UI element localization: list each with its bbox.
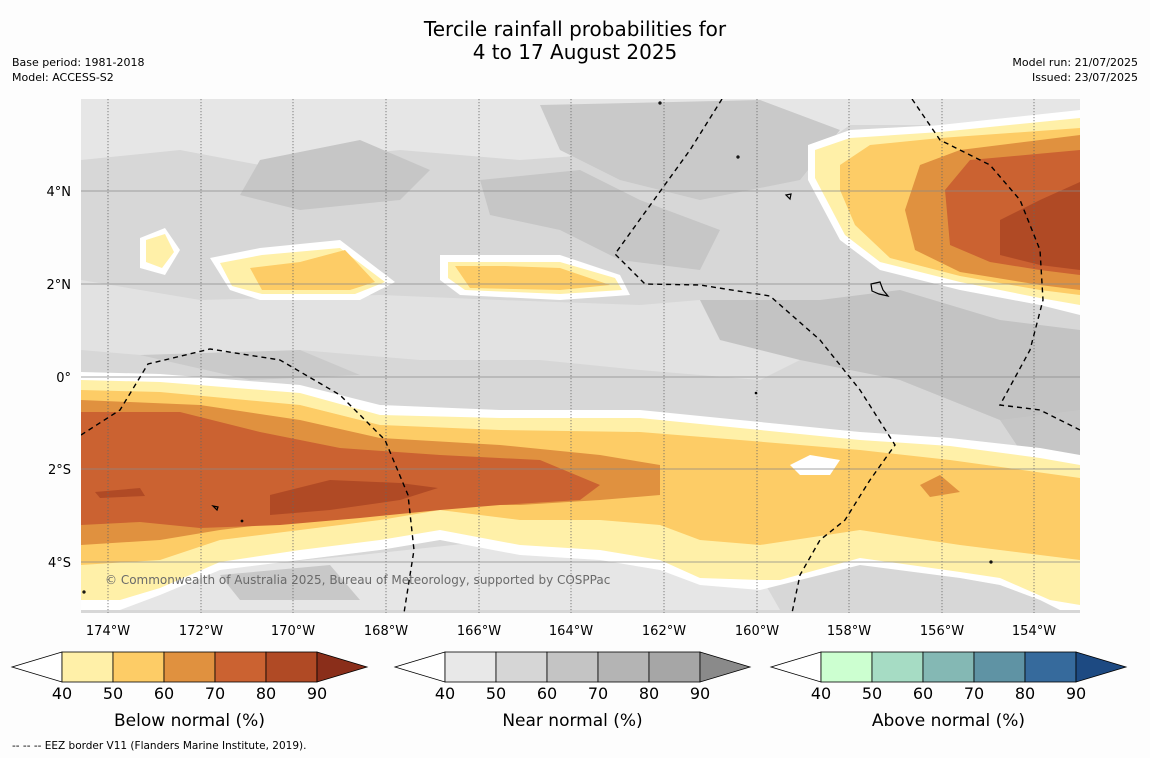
near-normal-60-c: [700, 290, 1080, 420]
below-80-south: [270, 480, 438, 515]
colorbar-cell: [265, 651, 318, 683]
colorbar-cell: [495, 651, 548, 683]
below-80-northeast: [1000, 182, 1080, 270]
colorbar-tick-label: 60: [913, 684, 933, 703]
eez-borders: [81, 99, 1080, 613]
colorbar-cell: [112, 651, 165, 683]
map-area[interactable]: [81, 99, 1080, 613]
colorbar-1: 40 50 60 70 80 90 Below normal (%): [10, 651, 369, 731]
lon-label: 168°W: [364, 624, 408, 639]
colorbar-tick-label: 70: [205, 684, 225, 703]
colorbar-cell: [61, 651, 114, 683]
colorbar-tick-label: 90: [307, 684, 327, 703]
white-patch-b: [790, 455, 840, 475]
colorbar-cell: [597, 651, 650, 683]
colorbar-tick-label: 70: [588, 684, 608, 703]
lon-label: 156°W: [920, 624, 964, 639]
near-normal-60-b: [480, 170, 720, 270]
issued-date: Issued: 23/07/2025: [1031, 71, 1138, 84]
lat-axis-labels: 4°N 2°N 0° 2°S 4°S: [47, 185, 72, 571]
near-normal-60-a: [240, 140, 430, 210]
colorbar-cell: [1024, 651, 1077, 683]
colorbar-tick-label: 90: [690, 684, 710, 703]
near-normal-60-d: [540, 100, 840, 200]
lat-label: 2°S: [48, 463, 71, 478]
near-normal-60-h: [140, 350, 360, 380]
model-info: Base period: 1981-2018 Model: ACCESS-S2: [12, 55, 144, 85]
colorbar-tick-label: 40: [435, 684, 455, 703]
islands: [82, 101, 993, 594]
colorbar-cell: [871, 651, 924, 683]
run-info: Model run: 21/07/2025 Issued: 23/07/2025: [1012, 55, 1138, 85]
below-60-patch: [920, 475, 960, 497]
colorbar-over-arrow: [699, 651, 752, 683]
below-40-patch: [146, 234, 174, 268]
colorbar-over-arrow: [1075, 651, 1128, 683]
colorbar-tick-label: 60: [537, 684, 557, 703]
colorbar-cell: [214, 651, 267, 683]
colorbar-cell: [444, 651, 497, 683]
colorbar-3: 40 50 60 70 80 90 Above normal (%): [769, 651, 1128, 731]
colorbar-tick-label: 70: [964, 684, 984, 703]
near-normal-40-mid: [81, 280, 800, 380]
colorbar-tick-label: 80: [639, 684, 659, 703]
model-run: Model run: 21/07/2025: [1012, 56, 1138, 69]
colorbar-tick-label: 40: [811, 684, 831, 703]
chart-title: Tercile rainfall probabilities for 4 to …: [0, 18, 1150, 64]
colorbar-cell: [820, 651, 873, 683]
lat-label: 2°N: [47, 278, 72, 293]
lon-label: 166°W: [457, 624, 501, 639]
lon-label: 170°W: [271, 624, 315, 639]
colorbar-label: Above normal (%): [872, 711, 1025, 731]
colorbar-legends: 40 50 60 70 80 90 Below normal (%) 40 50 60 70 80 90…: [10, 651, 1128, 731]
colorbar-cell: [922, 651, 975, 683]
lon-label: 158°W: [827, 624, 871, 639]
colorbar-2: 40 50 60 70 80 90 Near normal (%): [393, 651, 752, 731]
below-80-patch: [95, 488, 145, 498]
colorbar-tick-label: 80: [1015, 684, 1035, 703]
lon-label: 162°W: [642, 624, 686, 639]
below-50-north-1: [250, 250, 375, 290]
title-line-1: Tercile rainfall probabilities for: [423, 17, 727, 41]
model-name: Model: ACCESS-S2: [12, 71, 114, 84]
lon-label: 160°W: [735, 624, 779, 639]
lon-label: 154°W: [1012, 624, 1056, 639]
base-period: Base period: 1981-2018: [12, 56, 145, 69]
colorbar-label: Near normal (%): [502, 711, 642, 731]
lon-label: 164°W: [549, 624, 593, 639]
colorbar-tick-label: 90: [1066, 684, 1086, 703]
colorbar-cell: [163, 651, 216, 683]
colorbar-cell: [973, 651, 1026, 683]
colorbar-under-arrow: [10, 651, 63, 683]
near-normal-60-g: [220, 565, 360, 600]
colorbar-tick-label: 50: [486, 684, 506, 703]
lon-label: 172°W: [179, 624, 223, 639]
colorbar-tick-label: 60: [154, 684, 174, 703]
below-70-south: [81, 412, 600, 528]
colorbar-tick-label: 50: [862, 684, 882, 703]
colorbar-cell: [648, 651, 701, 683]
colorbar-under-arrow: [393, 651, 446, 683]
colorbar-cell: [546, 651, 599, 683]
title-line-2: 4 to 17 August 2025: [472, 40, 678, 64]
colorbar-tick-label: 50: [103, 684, 123, 703]
lat-label: 4°S: [48, 556, 71, 571]
lat-label: 4°N: [47, 185, 72, 200]
colorbar-label: Below normal (%): [114, 711, 265, 731]
copyright-notice: © Commonwealth of Australia 2025, Bureau…: [105, 573, 610, 587]
lon-label: 174°W: [86, 624, 130, 639]
latitude-gridlines: [81, 190, 1080, 563]
colorbar-under-arrow: [769, 651, 822, 683]
lon-axis-labels: 174°W 172°W 170°W 168°W 166°W 164°W 162°…: [86, 624, 1056, 639]
colorbar-tick-label: 40: [52, 684, 72, 703]
lat-label: 0°: [56, 371, 71, 386]
eez-footnote: -- -- -- EEZ border V11 (Flanders Marine…: [12, 740, 307, 752]
colorbar-tick-label: 80: [256, 684, 276, 703]
colorbar-over-arrow: [316, 651, 369, 683]
